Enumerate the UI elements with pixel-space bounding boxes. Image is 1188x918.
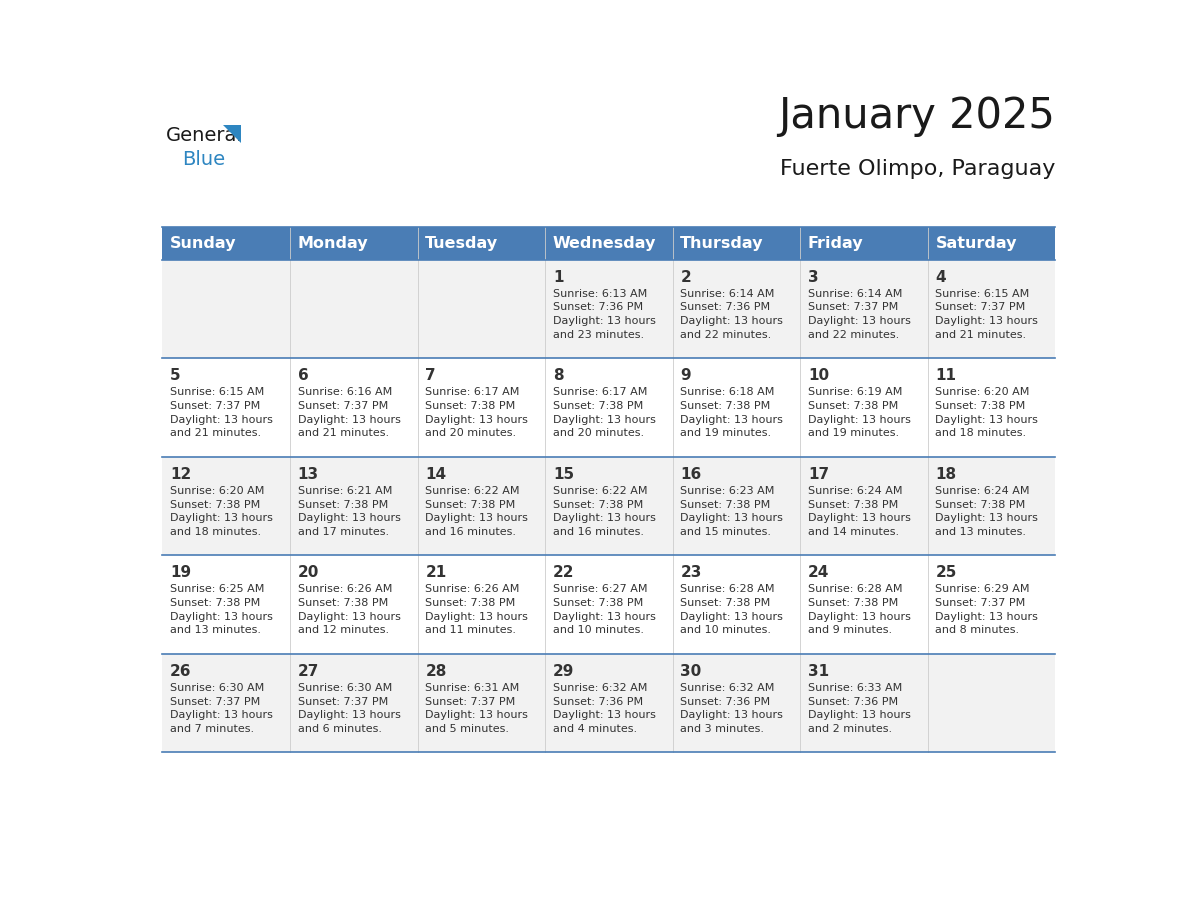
Text: 14: 14: [425, 466, 447, 482]
Text: 2: 2: [681, 270, 691, 285]
Text: 3: 3: [808, 270, 819, 285]
Text: Saturday: Saturday: [935, 236, 1017, 251]
Bar: [163, 227, 1055, 260]
Text: 27: 27: [298, 664, 320, 678]
Text: Sunrise: 6:19 AM
Sunset: 7:38 PM
Daylight: 13 hours
and 19 minutes.: Sunrise: 6:19 AM Sunset: 7:38 PM Dayligh…: [808, 387, 911, 438]
Text: Sunrise: 6:13 AM
Sunset: 7:36 PM
Daylight: 13 hours
and 23 minutes.: Sunrise: 6:13 AM Sunset: 7:36 PM Dayligh…: [552, 289, 656, 340]
Text: Sunrise: 6:20 AM
Sunset: 7:38 PM
Daylight: 13 hours
and 18 minutes.: Sunrise: 6:20 AM Sunset: 7:38 PM Dayligh…: [170, 486, 273, 537]
Text: Sunrise: 6:27 AM
Sunset: 7:38 PM
Daylight: 13 hours
and 10 minutes.: Sunrise: 6:27 AM Sunset: 7:38 PM Dayligh…: [552, 585, 656, 635]
Text: Sunrise: 6:32 AM
Sunset: 7:36 PM
Daylight: 13 hours
and 3 minutes.: Sunrise: 6:32 AM Sunset: 7:36 PM Dayligh…: [681, 683, 783, 733]
Text: Sunrise: 6:28 AM
Sunset: 7:38 PM
Daylight: 13 hours
and 10 minutes.: Sunrise: 6:28 AM Sunset: 7:38 PM Dayligh…: [681, 585, 783, 635]
Text: Sunrise: 6:30 AM
Sunset: 7:37 PM
Daylight: 13 hours
and 6 minutes.: Sunrise: 6:30 AM Sunset: 7:37 PM Dayligh…: [298, 683, 400, 733]
Text: 30: 30: [681, 664, 702, 678]
Text: 18: 18: [935, 466, 956, 482]
Text: Sunrise: 6:31 AM
Sunset: 7:37 PM
Daylight: 13 hours
and 5 minutes.: Sunrise: 6:31 AM Sunset: 7:37 PM Dayligh…: [425, 683, 529, 733]
Text: Monday: Monday: [298, 236, 368, 251]
Text: Sunrise: 6:14 AM
Sunset: 7:36 PM
Daylight: 13 hours
and 22 minutes.: Sunrise: 6:14 AM Sunset: 7:36 PM Dayligh…: [681, 289, 783, 340]
Text: 5: 5: [170, 368, 181, 383]
Text: 12: 12: [170, 466, 191, 482]
Text: Sunrise: 6:33 AM
Sunset: 7:36 PM
Daylight: 13 hours
and 2 minutes.: Sunrise: 6:33 AM Sunset: 7:36 PM Dayligh…: [808, 683, 911, 733]
Text: 26: 26: [170, 664, 191, 678]
Text: Sunrise: 6:23 AM
Sunset: 7:38 PM
Daylight: 13 hours
and 15 minutes.: Sunrise: 6:23 AM Sunset: 7:38 PM Dayligh…: [681, 486, 783, 537]
Text: Wednesday: Wednesday: [552, 236, 656, 251]
Text: 10: 10: [808, 368, 829, 383]
Text: Sunrise: 6:25 AM
Sunset: 7:38 PM
Daylight: 13 hours
and 13 minutes.: Sunrise: 6:25 AM Sunset: 7:38 PM Dayligh…: [170, 585, 273, 635]
Bar: [163, 260, 1055, 358]
Text: Blue: Blue: [182, 151, 225, 170]
Text: 7: 7: [425, 368, 436, 383]
Text: Sunrise: 6:24 AM
Sunset: 7:38 PM
Daylight: 13 hours
and 14 minutes.: Sunrise: 6:24 AM Sunset: 7:38 PM Dayligh…: [808, 486, 911, 537]
Text: Sunrise: 6:22 AM
Sunset: 7:38 PM
Daylight: 13 hours
and 16 minutes.: Sunrise: 6:22 AM Sunset: 7:38 PM Dayligh…: [552, 486, 656, 537]
Text: Sunrise: 6:15 AM
Sunset: 7:37 PM
Daylight: 13 hours
and 21 minutes.: Sunrise: 6:15 AM Sunset: 7:37 PM Dayligh…: [935, 289, 1038, 340]
Bar: [163, 555, 1055, 654]
Text: Sunrise: 6:14 AM
Sunset: 7:37 PM
Daylight: 13 hours
and 22 minutes.: Sunrise: 6:14 AM Sunset: 7:37 PM Dayligh…: [808, 289, 911, 340]
Text: Sunrise: 6:24 AM
Sunset: 7:38 PM
Daylight: 13 hours
and 13 minutes.: Sunrise: 6:24 AM Sunset: 7:38 PM Dayligh…: [935, 486, 1038, 537]
Bar: [163, 358, 1055, 456]
Text: 17: 17: [808, 466, 829, 482]
Bar: [163, 654, 1055, 753]
Text: 21: 21: [425, 565, 447, 580]
Text: Tuesday: Tuesday: [425, 236, 499, 251]
Text: Sunday: Sunday: [170, 236, 236, 251]
Bar: [163, 456, 1055, 555]
Text: 8: 8: [552, 368, 563, 383]
Text: 11: 11: [935, 368, 956, 383]
Text: Sunrise: 6:21 AM
Sunset: 7:38 PM
Daylight: 13 hours
and 17 minutes.: Sunrise: 6:21 AM Sunset: 7:38 PM Dayligh…: [298, 486, 400, 537]
Text: 22: 22: [552, 565, 574, 580]
Text: Sunrise: 6:28 AM
Sunset: 7:38 PM
Daylight: 13 hours
and 9 minutes.: Sunrise: 6:28 AM Sunset: 7:38 PM Dayligh…: [808, 585, 911, 635]
Text: 9: 9: [681, 368, 691, 383]
Text: 24: 24: [808, 565, 829, 580]
Text: 28: 28: [425, 664, 447, 678]
Text: 4: 4: [935, 270, 946, 285]
Text: Sunrise: 6:17 AM
Sunset: 7:38 PM
Daylight: 13 hours
and 20 minutes.: Sunrise: 6:17 AM Sunset: 7:38 PM Dayligh…: [425, 387, 529, 438]
Text: 29: 29: [552, 664, 574, 678]
Text: 31: 31: [808, 664, 829, 678]
Text: 1: 1: [552, 270, 563, 285]
Text: Sunrise: 6:22 AM
Sunset: 7:38 PM
Daylight: 13 hours
and 16 minutes.: Sunrise: 6:22 AM Sunset: 7:38 PM Dayligh…: [425, 486, 529, 537]
Text: Sunrise: 6:15 AM
Sunset: 7:37 PM
Daylight: 13 hours
and 21 minutes.: Sunrise: 6:15 AM Sunset: 7:37 PM Dayligh…: [170, 387, 273, 438]
Text: Sunrise: 6:26 AM
Sunset: 7:38 PM
Daylight: 13 hours
and 12 minutes.: Sunrise: 6:26 AM Sunset: 7:38 PM Dayligh…: [298, 585, 400, 635]
Text: 19: 19: [170, 565, 191, 580]
Text: Thursday: Thursday: [681, 236, 764, 251]
Text: January 2025: January 2025: [778, 95, 1055, 137]
Text: 16: 16: [681, 466, 702, 482]
Text: Sunrise: 6:16 AM
Sunset: 7:37 PM
Daylight: 13 hours
and 21 minutes.: Sunrise: 6:16 AM Sunset: 7:37 PM Dayligh…: [298, 387, 400, 438]
Text: Friday: Friday: [808, 236, 864, 251]
Text: Sunrise: 6:17 AM
Sunset: 7:38 PM
Daylight: 13 hours
and 20 minutes.: Sunrise: 6:17 AM Sunset: 7:38 PM Dayligh…: [552, 387, 656, 438]
Text: 13: 13: [298, 466, 318, 482]
Text: 6: 6: [298, 368, 309, 383]
Text: 23: 23: [681, 565, 702, 580]
Text: Sunrise: 6:29 AM
Sunset: 7:37 PM
Daylight: 13 hours
and 8 minutes.: Sunrise: 6:29 AM Sunset: 7:37 PM Dayligh…: [935, 585, 1038, 635]
Text: Sunrise: 6:32 AM
Sunset: 7:36 PM
Daylight: 13 hours
and 4 minutes.: Sunrise: 6:32 AM Sunset: 7:36 PM Dayligh…: [552, 683, 656, 733]
Text: General: General: [166, 126, 244, 145]
Text: 25: 25: [935, 565, 956, 580]
Text: Sunrise: 6:26 AM
Sunset: 7:38 PM
Daylight: 13 hours
and 11 minutes.: Sunrise: 6:26 AM Sunset: 7:38 PM Dayligh…: [425, 585, 529, 635]
Text: 15: 15: [552, 466, 574, 482]
Text: Sunrise: 6:20 AM
Sunset: 7:38 PM
Daylight: 13 hours
and 18 minutes.: Sunrise: 6:20 AM Sunset: 7:38 PM Dayligh…: [935, 387, 1038, 438]
Text: 20: 20: [298, 565, 320, 580]
Text: Sunrise: 6:30 AM
Sunset: 7:37 PM
Daylight: 13 hours
and 7 minutes.: Sunrise: 6:30 AM Sunset: 7:37 PM Dayligh…: [170, 683, 273, 733]
Text: Sunrise: 6:18 AM
Sunset: 7:38 PM
Daylight: 13 hours
and 19 minutes.: Sunrise: 6:18 AM Sunset: 7:38 PM Dayligh…: [681, 387, 783, 438]
Text: Fuerte Olimpo, Paraguay: Fuerte Olimpo, Paraguay: [779, 160, 1055, 179]
Polygon shape: [222, 125, 241, 143]
